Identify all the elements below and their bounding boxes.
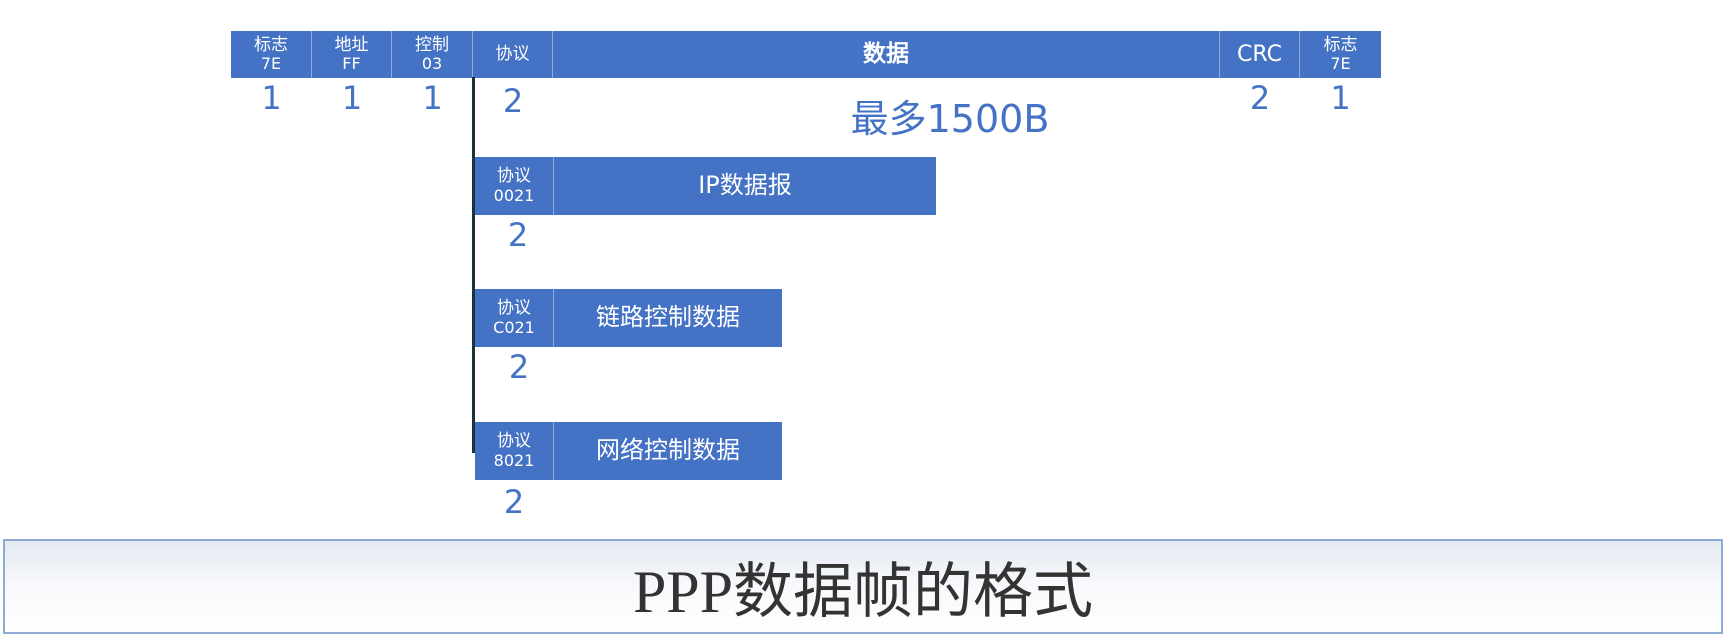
variant-lcp-payload-label: 链路控制数据: [596, 303, 740, 332]
variant-ip-protocol-code: 0021: [493, 185, 535, 205]
field-crc-name: CRC: [1237, 41, 1282, 67]
variant-ip-size: 2: [507, 216, 529, 254]
variant-lcp-size: 2: [508, 348, 530, 386]
field-data: 数据: [553, 31, 1220, 78]
variant-lcp-protocol-name: 协议: [497, 298, 531, 319]
variant-ip-payload-label: IP数据报: [698, 171, 792, 200]
variant-ncp-payload: 网络控制数据: [554, 422, 782, 480]
variant-ncp-protocol: 协议 8021: [475, 422, 554, 480]
size-control: 1: [422, 79, 443, 117]
variant-ip-protocol: 协议 0021: [475, 157, 554, 215]
field-flag-end: 标志 7E: [1300, 31, 1381, 78]
field-control-name: 控制: [415, 34, 449, 55]
variant-ip-protocol-name: 协议: [497, 166, 531, 187]
field-address-value: FF: [342, 54, 361, 74]
field-data-name: 数据: [863, 41, 909, 68]
field-flag-start-name: 标志: [254, 34, 288, 55]
size-address: 1: [341, 79, 363, 117]
variant-ncp-size: 2: [503, 483, 525, 521]
field-control-value: 03: [421, 54, 443, 74]
variant-lcp-payload: 链路控制数据: [554, 289, 782, 347]
variant-ip-payload: IP数据报: [554, 157, 936, 215]
field-protocol-name: 协议: [495, 43, 530, 64]
field-flag-end-name: 标志: [1323, 34, 1358, 55]
size-flag-end: 1: [1330, 79, 1351, 117]
field-crc: CRC: [1220, 31, 1300, 78]
field-protocol: 协议: [473, 31, 553, 78]
field-control: 控制 03: [392, 31, 473, 78]
size-crc: 2: [1249, 79, 1271, 117]
size-data: 最多1500B: [850, 97, 1050, 141]
variant-lcp-protocol-code: C021: [493, 317, 535, 337]
variant-ncp-protocol-name: 协议: [497, 431, 531, 452]
variant-ncp-protocol-code: 8021: [493, 450, 535, 470]
protocol-connector-line: [472, 77, 475, 453]
caption-box: PPP数据帧的格式: [3, 539, 1723, 634]
caption-title: PPP数据帧的格式: [632, 559, 1094, 625]
field-flag-end-value: 7E: [1330, 54, 1351, 74]
field-address: 地址 FF: [312, 31, 392, 78]
variant-lcp-protocol: 协议 C021: [475, 289, 554, 347]
size-protocol: 2: [502, 82, 524, 120]
field-flag-start: 标志 7E: [231, 31, 312, 78]
field-address-name: 地址: [334, 34, 369, 55]
field-flag-start-value: 7E: [260, 54, 282, 74]
variant-ncp-payload-label: 网络控制数据: [596, 436, 740, 465]
size-flag-start: 1: [261, 79, 282, 117]
